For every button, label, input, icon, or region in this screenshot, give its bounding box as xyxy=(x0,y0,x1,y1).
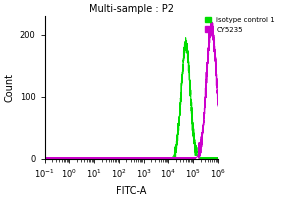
Title: Multi-sample : P2: Multi-sample : P2 xyxy=(89,4,174,14)
X-axis label: FITC-A: FITC-A xyxy=(116,186,146,196)
Legend: isotype control 1, CY5235: isotype control 1, CY5235 xyxy=(205,17,275,33)
Y-axis label: Count: Count xyxy=(4,73,14,102)
